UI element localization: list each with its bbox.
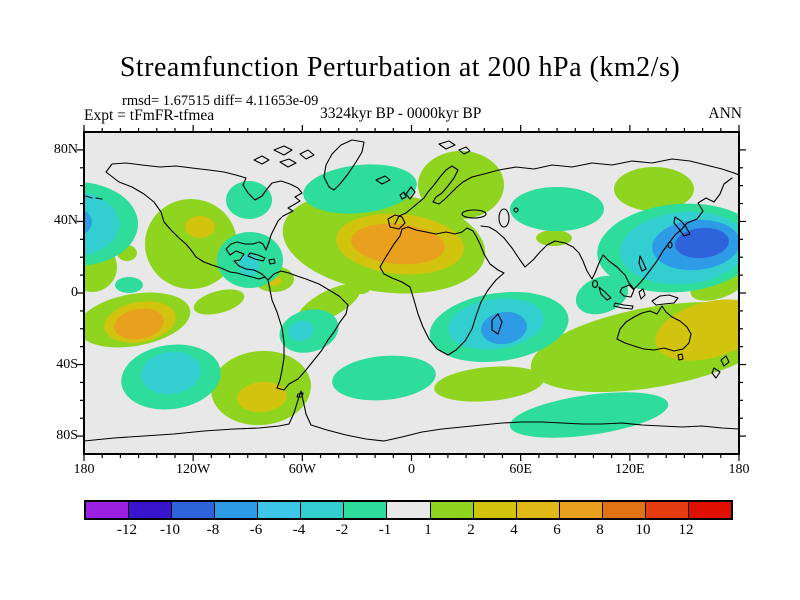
lon-label-120E: 120E xyxy=(615,462,645,477)
anomaly-hudson-bay-negative xyxy=(226,181,272,219)
lat-label-80N: 80N xyxy=(53,141,78,157)
expt-label: Expt = tFmFR-tfmea xyxy=(84,107,215,124)
anomaly-left-dot-teal-negative xyxy=(115,277,143,293)
period-label: 3324kyr BP - 0000kyr BP xyxy=(320,105,482,122)
colorbar-cell-1 xyxy=(129,502,173,518)
anomaly-blobs xyxy=(84,151,739,438)
anomaly-south-atlantic-negative xyxy=(332,355,436,401)
colorbar-cell-12 xyxy=(602,502,646,518)
colorbar-cell-3 xyxy=(215,502,259,518)
anomaly-australia-swath-positive xyxy=(655,299,739,361)
lat-label-40N: 40N xyxy=(53,213,78,229)
coast-africa xyxy=(379,226,505,356)
anomaly-ne-siberia-positive xyxy=(614,167,694,211)
colorbar-cell-11 xyxy=(559,502,603,518)
anomaly-south-america-north-band-1 xyxy=(193,289,245,315)
anomaly-nw-pacific-japan-negative xyxy=(675,227,729,259)
lat-label-40S: 40S xyxy=(56,356,78,372)
colorbar-cell-10 xyxy=(516,502,560,518)
anomaly-gulf-of-guinea-small-positive xyxy=(352,284,370,294)
plot-title: Streamfunction Perturbation at 200 hPa (… xyxy=(119,52,681,83)
colorbar-label--6: -6 xyxy=(249,522,263,538)
season-label: ANN xyxy=(708,105,742,122)
colorbar-label-4: 4 xyxy=(510,522,518,538)
lon-label-0: 0 xyxy=(408,462,415,477)
anomaly-se-pacific-positive-wrap-west xyxy=(114,308,164,340)
anomaly-south-indian-positive xyxy=(434,366,544,402)
colorbar-label-12: 12 xyxy=(678,522,694,538)
anomaly-central-asia-negative xyxy=(510,187,604,231)
colorbar-cell-9 xyxy=(473,502,517,518)
colorbar-cell-4 xyxy=(258,502,302,518)
lon-label-60W: 60W xyxy=(288,462,316,477)
anomaly-antarctic-band-negative xyxy=(509,392,669,438)
colorbar-label-8: 8 xyxy=(596,522,604,538)
colorbar-cell-13 xyxy=(645,502,689,518)
coast-greenland xyxy=(323,139,365,191)
anomaly-south-pacific-negative xyxy=(141,351,201,395)
lat-label-0: 0 xyxy=(71,285,78,300)
coast-eurasia xyxy=(394,158,739,225)
coastlines xyxy=(84,139,739,442)
map-border xyxy=(83,131,740,455)
lat-label-80S: 80S xyxy=(56,428,78,444)
anomaly-western-north-america-positive xyxy=(185,216,215,238)
colorbar-label--8: -8 xyxy=(206,522,220,538)
anomaly-north-atlantic-africa-positive xyxy=(351,223,445,265)
anomaly-central-asia-small-positive xyxy=(536,230,572,246)
stats-line: rmsd= 1.67515 diff= 4.11653e-09 xyxy=(122,93,319,109)
lon-label-180: 180 xyxy=(73,462,95,477)
colorbar-label--4: -4 xyxy=(292,522,306,538)
anomaly-greenland-north-atlantic-negative xyxy=(303,164,417,214)
map-svg xyxy=(77,125,746,461)
lon-label-120W: 120W xyxy=(176,462,211,477)
colorbar-label--12: -12 xyxy=(117,522,137,538)
colorbar-cell-5 xyxy=(301,502,345,518)
colorbar-label-6: 6 xyxy=(553,522,561,538)
colorbar-cell-14 xyxy=(688,502,731,518)
anomaly-europe-scandinavia-positive xyxy=(418,151,504,219)
colorbar-cell-2 xyxy=(172,502,216,518)
anomaly-western-north-america-positive xyxy=(145,199,237,289)
anomaly-se-brazil-coast-negative xyxy=(288,320,314,342)
colorbar-cell-6 xyxy=(344,502,388,518)
colorbar xyxy=(84,500,733,520)
colorbar-cell-0 xyxy=(86,502,130,518)
colorbar-cell-8 xyxy=(430,502,474,518)
lon-label-60E: 60E xyxy=(509,462,532,477)
colorbar-label--1: -1 xyxy=(378,522,392,538)
colorbar-cell-7 xyxy=(387,502,431,518)
coast-north-america xyxy=(105,162,303,281)
coast-antarctica xyxy=(84,390,739,442)
colorbar-label-1: 1 xyxy=(424,522,432,538)
colorbar-label--10: -10 xyxy=(160,522,180,538)
anomaly-nw-pacific-wrap-east-negative xyxy=(84,210,92,234)
anomaly-nw-pacific-wrap-east-negative xyxy=(84,192,119,256)
lon-label-180: 180 xyxy=(728,462,750,477)
anomaly-patagonia-positive xyxy=(237,381,287,413)
colorbar-label-10: 10 xyxy=(635,522,651,538)
colorbar-label--2: -2 xyxy=(335,522,349,538)
colorbar-label-2: 2 xyxy=(467,522,475,538)
coast-australia xyxy=(616,305,730,379)
